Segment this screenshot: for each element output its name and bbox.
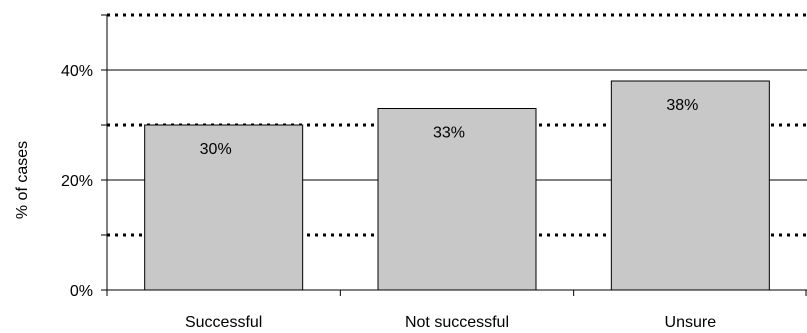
data-label: 33% <box>433 125 465 142</box>
y-tick-label: 0% <box>70 283 93 300</box>
bar-unsure <box>610 80 770 291</box>
bar-not-successful <box>377 108 537 291</box>
x-tick-label: Unsure <box>665 314 717 331</box>
data-label: 30% <box>200 141 232 158</box>
axes <box>101 14 807 296</box>
labels: 30% Successful 33% Not successful 38% Unsure 0… <box>61 63 716 331</box>
x-tick-label: Successful <box>185 314 262 331</box>
y-axis-title: % of cases <box>14 141 31 219</box>
y-tick-label: 20% <box>61 173 93 190</box>
bar-successful <box>144 124 304 291</box>
x-tick-label: Not successful <box>405 314 509 331</box>
data-label: 38% <box>666 97 698 114</box>
bars <box>144 80 770 291</box>
y-tick-label: 40% <box>61 63 93 80</box>
